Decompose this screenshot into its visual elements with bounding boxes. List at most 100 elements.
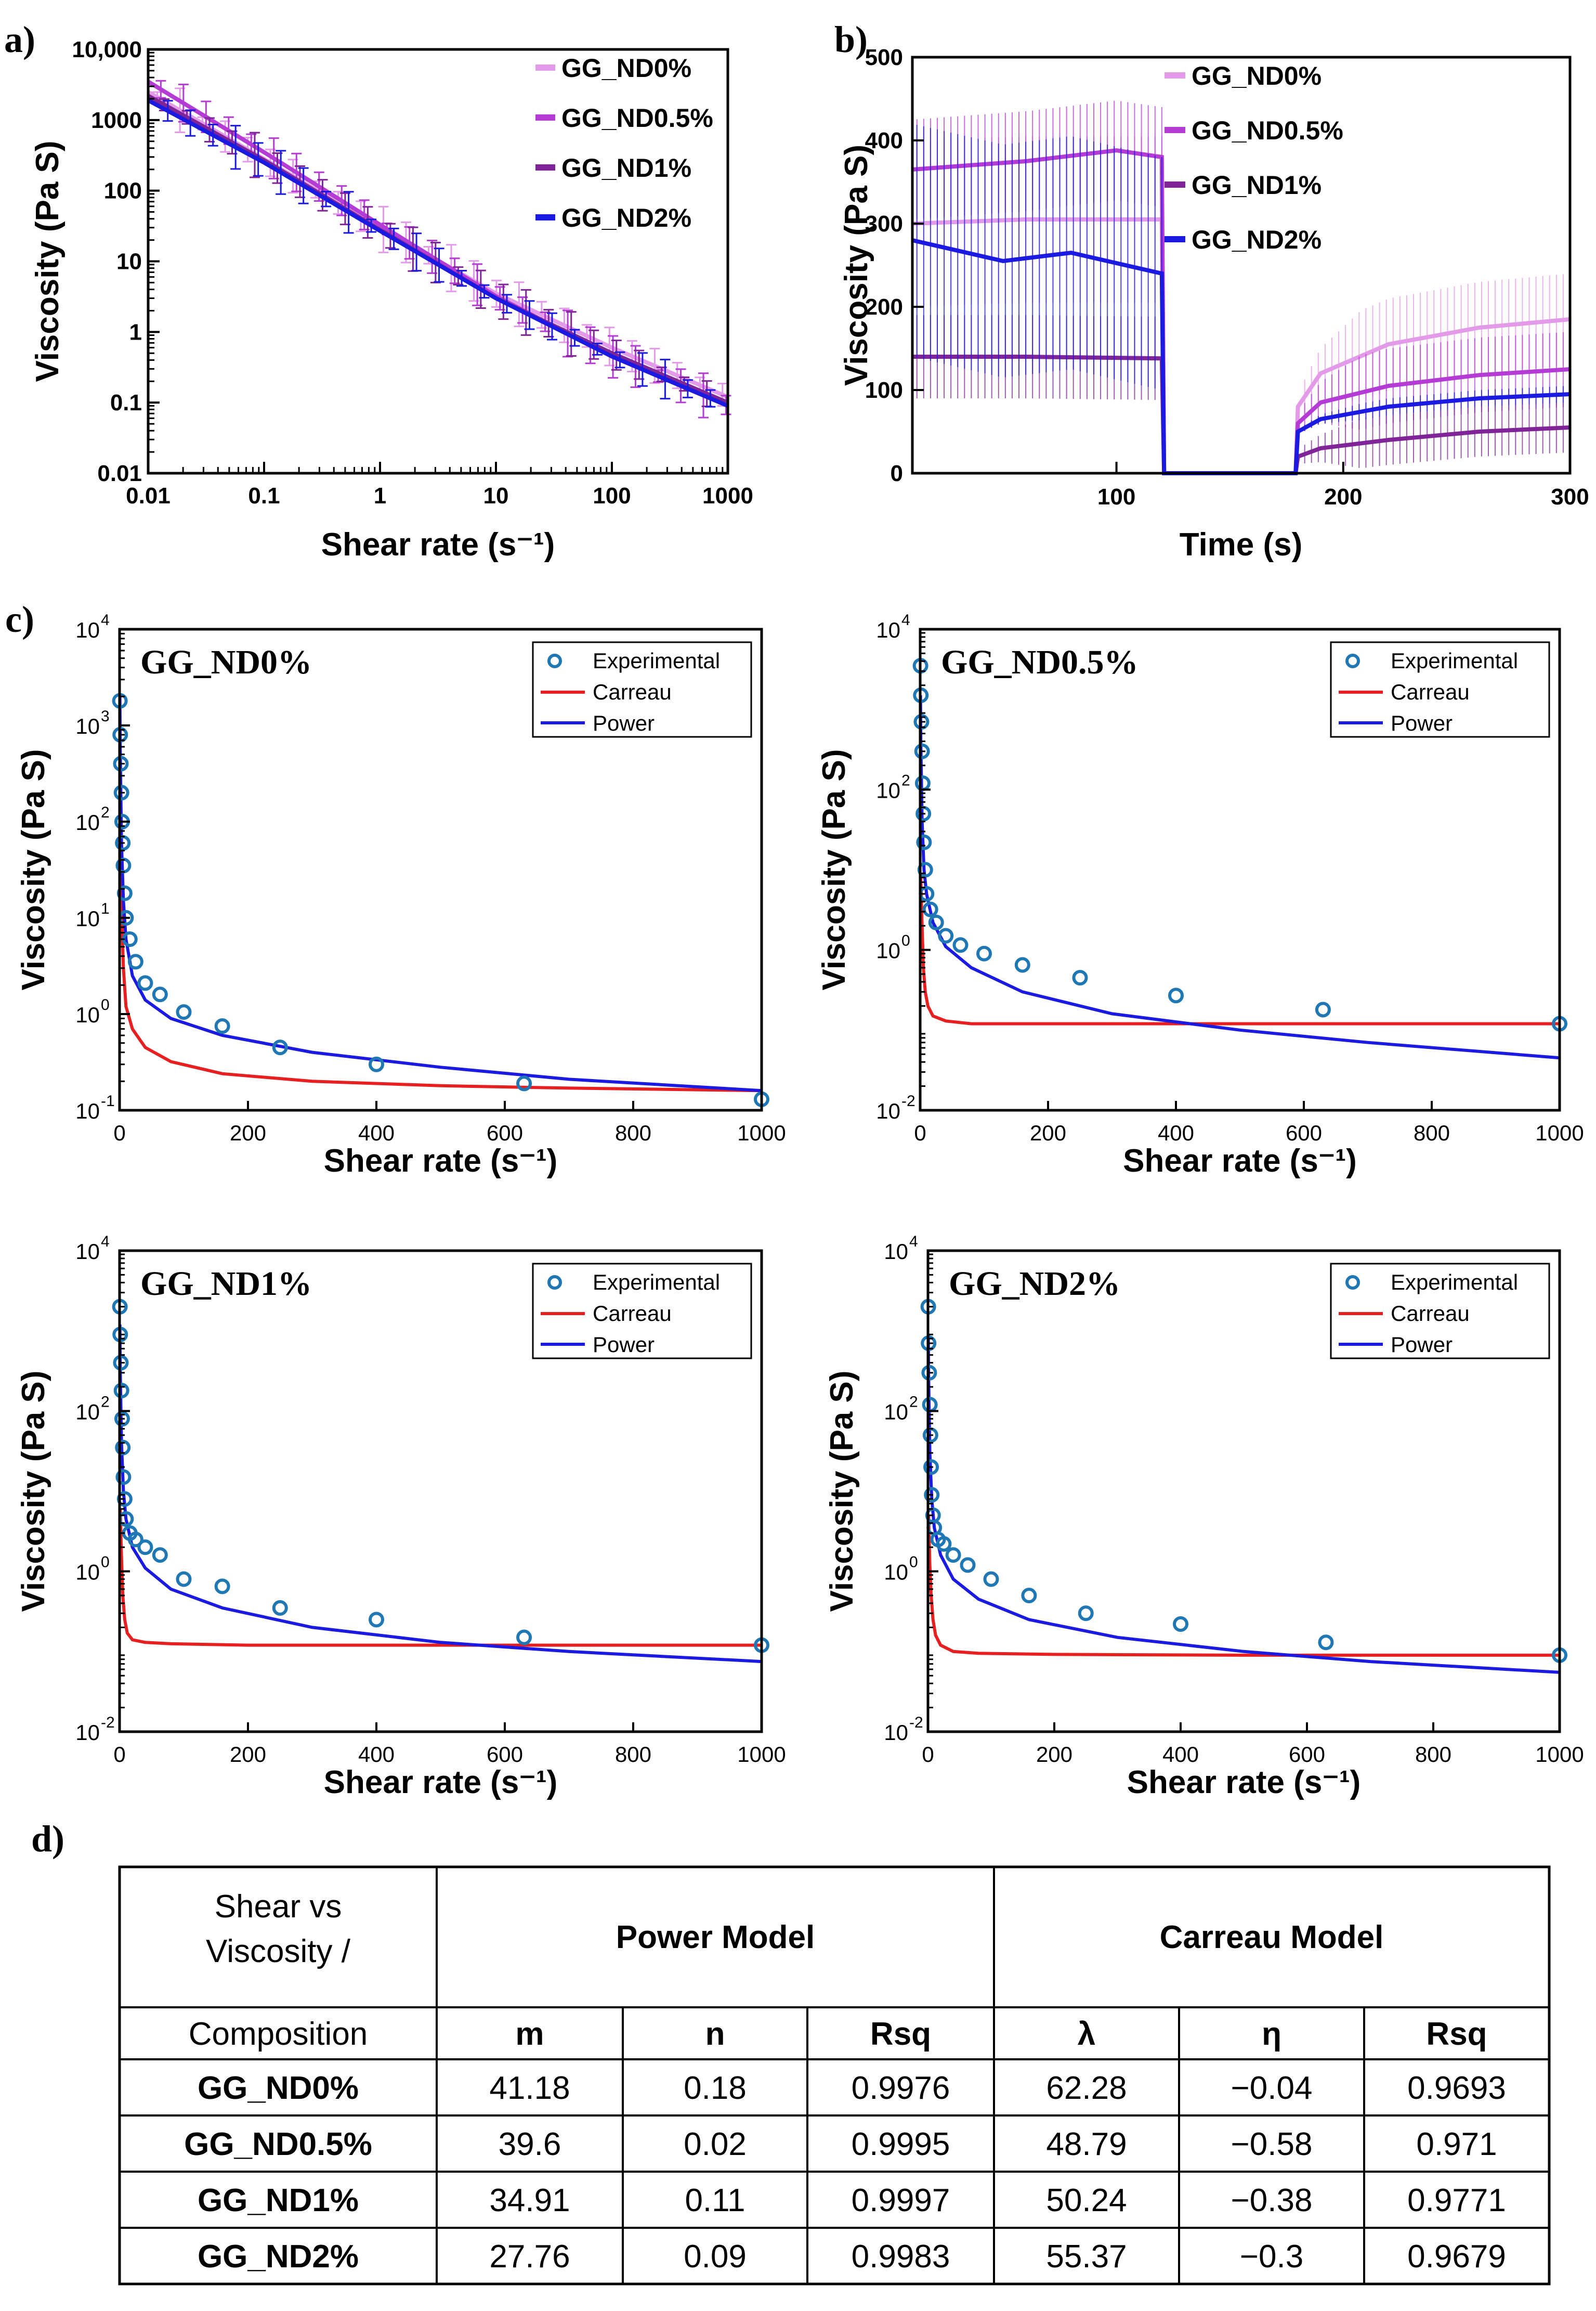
series-line-b-0 bbox=[912, 217, 1571, 475]
x-axis-label: Shear rate (s⁻¹) bbox=[1127, 1764, 1361, 1800]
subplot-title: GG_ND0% bbox=[140, 643, 312, 681]
x-axis-label: Shear rate (s⁻¹) bbox=[324, 1764, 558, 1800]
table-cell: 34.91 bbox=[489, 2183, 570, 2218]
table-cell: −0.04 bbox=[1231, 2070, 1313, 2106]
experimental-point bbox=[115, 1469, 132, 1485]
x-axis-label: Shear rate (s⁻¹) bbox=[324, 1143, 558, 1179]
panel-label-d: d) bbox=[31, 1818, 64, 1860]
x-tick-label-a: 100 bbox=[593, 483, 631, 509]
x-tick-label: 800 bbox=[615, 1742, 651, 1767]
results-table: Shear vs Viscosity / Power Model Carreau Mo… bbox=[118, 1865, 1551, 2286]
experimental-point bbox=[176, 1571, 192, 1587]
y-axis-label: Viscosity (Pa S) bbox=[16, 749, 51, 990]
table-cell: GG_ND1% bbox=[198, 2183, 359, 2218]
experimental-point bbox=[214, 1578, 230, 1594]
y-tick-label-a: 0.1 bbox=[110, 390, 142, 416]
experimental-point bbox=[924, 1487, 940, 1503]
legend-c1: Experimental Carreau Power bbox=[532, 641, 752, 738]
legend-entry-b: GG_ND0% bbox=[1192, 61, 1322, 90]
legend-entry-a: GG_ND0% bbox=[561, 54, 691, 83]
experimental-point bbox=[137, 975, 153, 991]
y-tick-exponent: 2 bbox=[101, 804, 110, 821]
y-tick-exponent: -2 bbox=[101, 1714, 115, 1731]
experimental-point bbox=[983, 1571, 999, 1587]
experimental-point bbox=[976, 945, 992, 962]
table-cell: 0.9997 bbox=[852, 2183, 950, 2218]
experimental-point bbox=[516, 1075, 532, 1092]
y-tick-exponent: 4 bbox=[101, 1233, 110, 1250]
y-tick-label: 10 bbox=[884, 1720, 908, 1745]
chart-b: 100 200 300 0 100 200 300 400 500 Time (s) Viscosi… bbox=[839, 45, 1589, 563]
y-tick-label: 10 bbox=[884, 1239, 908, 1264]
legend-entry: Power bbox=[593, 1332, 655, 1357]
y-tick-label: 10 bbox=[876, 778, 900, 802]
table-column-header: Composition bbox=[189, 2016, 368, 2052]
y-tick-exponent: -2 bbox=[909, 1714, 923, 1731]
table-corner-text: Shear vs bbox=[215, 1889, 342, 1925]
table-cell: GG_ND0.5% bbox=[184, 2126, 372, 2162]
experimental-point bbox=[137, 1539, 153, 1555]
table-column-header: Rsq bbox=[870, 2016, 931, 2052]
y-tick-exponent: -2 bbox=[901, 1093, 915, 1110]
table-frame bbox=[118, 1865, 1551, 2286]
y-tick-label: 10 bbox=[876, 939, 900, 963]
y-tick-label: 10 bbox=[884, 1399, 908, 1424]
experimental-point bbox=[214, 1018, 230, 1034]
x-tick-label: 600 bbox=[1289, 1742, 1325, 1767]
x-tick-label: 200 bbox=[230, 1121, 266, 1145]
x-tick-label-a: 10 bbox=[483, 483, 509, 509]
experimental-point bbox=[938, 928, 954, 944]
x-tick-label-a: 0.1 bbox=[248, 483, 280, 509]
legend-entry: Experimental bbox=[593, 648, 720, 673]
subplot-title: GG_ND1% bbox=[140, 1265, 312, 1303]
legend-entry-a: GG_ND0.5% bbox=[561, 103, 713, 133]
x-tick-label-a: 0.01 bbox=[126, 483, 171, 509]
table-column-header: λ bbox=[1078, 2016, 1095, 2052]
y-tick-label: 10 bbox=[75, 618, 100, 642]
experimental-point bbox=[1014, 957, 1030, 973]
subplot-title: GG_ND2% bbox=[949, 1265, 1120, 1303]
experimental-point bbox=[936, 1536, 952, 1552]
y-tick-exponent: 0 bbox=[101, 996, 110, 1014]
legend-marker bbox=[1345, 654, 1360, 668]
chart-a: 0.01 0.1 1 10 100 1000 0.01 0.1 1 10 100 1000 10,000… bbox=[30, 37, 753, 563]
x-tick-label: 200 bbox=[1030, 1121, 1066, 1145]
series-a-3 bbox=[147, 98, 729, 408]
experimental-point bbox=[914, 743, 930, 759]
y-axis-label-b: Viscosity (Pa S) bbox=[839, 145, 874, 386]
experimental-point bbox=[960, 1557, 976, 1573]
carreau-curve bbox=[119, 1509, 762, 1647]
table-cell: 0.09 bbox=[684, 2239, 747, 2275]
y-tick-label-a: 100 bbox=[104, 178, 142, 204]
table-cell: 48.79 bbox=[1046, 2126, 1127, 2162]
plot-frame-c3 bbox=[118, 1249, 763, 1733]
legend-entry: Carreau bbox=[593, 1301, 672, 1326]
table-cell: 39.6 bbox=[499, 2126, 561, 2162]
table-column-header: n bbox=[705, 2016, 725, 2052]
x-tick-label: 400 bbox=[358, 1121, 395, 1145]
panel-label-c: c) bbox=[5, 599, 34, 640]
y-tick-label-a: 1 bbox=[129, 319, 142, 345]
legend-c4: Experimental Carreau Power bbox=[1330, 1263, 1550, 1359]
y-tick-label: 10 bbox=[876, 618, 900, 642]
panel-label-b: b) bbox=[834, 19, 868, 60]
subplot-title: GG_ND0.5% bbox=[941, 643, 1139, 681]
experimental-point bbox=[127, 954, 143, 970]
x-tick-label-b: 300 bbox=[1551, 484, 1589, 510]
legend-entry-a: GG_ND1% bbox=[561, 153, 691, 183]
x-tick-label: 200 bbox=[230, 1742, 266, 1767]
y-tick-exponent: 2 bbox=[901, 772, 910, 789]
y-tick-label: 10 bbox=[884, 1560, 908, 1585]
legend-marker bbox=[547, 1275, 562, 1290]
table-group-header: Carreau Model bbox=[1160, 1919, 1384, 1955]
experimental-point bbox=[1315, 1002, 1331, 1018]
experimental-point bbox=[369, 1612, 384, 1628]
experimental-point bbox=[113, 1382, 129, 1398]
legend-entry-b: GG_ND2% bbox=[1192, 225, 1322, 254]
x-tick-label-a: 1 bbox=[374, 483, 386, 509]
table-corner-text: Viscosity / bbox=[206, 1933, 351, 1969]
power-curve bbox=[118, 696, 762, 1093]
carreau-curve bbox=[919, 877, 1560, 1025]
